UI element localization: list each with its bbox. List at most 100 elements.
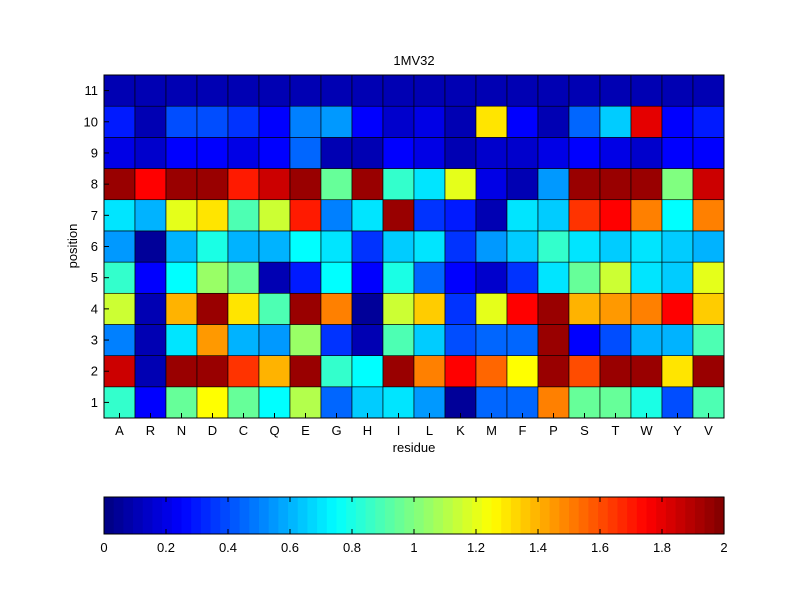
heatmap-cell: [630, 324, 663, 356]
heatmap-cell: [506, 386, 539, 419]
x-axis-label: residue: [393, 440, 436, 455]
heatmap-cell: [444, 168, 477, 201]
heatmap-cell: [351, 355, 384, 388]
colorbar-segment: [288, 497, 299, 534]
heatmap-cell: [599, 324, 632, 356]
colorbar-segment: [675, 497, 686, 534]
heatmap-cell: [351, 105, 384, 138]
heatmap-cell: [320, 386, 353, 419]
y-tick-label: 1: [91, 395, 98, 410]
heatmap-cell: [382, 74, 415, 107]
heatmap-cell: [630, 199, 663, 232]
heatmap-cell: [413, 105, 446, 138]
heatmap-cell: [258, 230, 291, 263]
heatmap-cell: [413, 292, 446, 325]
colorbar: [104, 497, 725, 534]
heatmap-cell: [444, 355, 477, 388]
heatmap-cell: [320, 230, 353, 263]
heatmap-cell: [227, 355, 260, 388]
heatmap-cell: [475, 261, 508, 294]
heatmap-cell: [165, 386, 198, 419]
heatmap-cell: [661, 324, 694, 356]
colorbar-segment: [578, 497, 589, 534]
heatmap-cell: [258, 105, 291, 138]
heatmap-cell: [692, 355, 725, 388]
heatmap-cell: [413, 230, 446, 263]
heatmap-cell: [382, 324, 415, 356]
y-tick-label: 6: [91, 239, 98, 254]
heatmap-cell: [413, 199, 446, 232]
heatmap-cell: [537, 105, 570, 138]
heatmap-cell: [661, 230, 694, 263]
heatmap-cell: [692, 324, 725, 356]
heatmap-cell: [165, 261, 198, 294]
heatmap-cell: [258, 261, 291, 294]
colorbar-segment: [113, 497, 124, 534]
y-tick-label: 8: [91, 177, 98, 192]
heatmap-cell: [475, 199, 508, 232]
heatmap-cell: [506, 137, 539, 169]
heatmap-cell: [475, 386, 508, 419]
heatmap-cell: [568, 74, 601, 107]
colorbar-segment: [617, 497, 628, 534]
heatmap-cell: [134, 105, 167, 138]
colorbar-segment: [346, 497, 357, 534]
heatmap-cell: [537, 261, 570, 294]
heatmap-cell: [382, 199, 415, 232]
colorbar-segment: [481, 497, 493, 534]
colorbar-ticks: 0 0.2 0.4 0.6 0.8 1 1.2 1.4 1.6 1.8 2: [100, 497, 728, 555]
colorbar-segment: [133, 497, 144, 534]
heatmap-cell: [134, 137, 167, 169]
colorbar-tick-label: 0.8: [343, 540, 361, 555]
x-tick-label: D: [208, 423, 217, 438]
heatmap-cell: [289, 355, 322, 388]
colorbar-segment: [297, 497, 309, 534]
heatmap-cell: [134, 261, 167, 294]
heatmap-cell: [692, 105, 725, 138]
heatmap-cell: [630, 230, 663, 263]
colorbar-segment: [598, 497, 609, 534]
heatmap-cell: [196, 324, 229, 356]
colorbar-tick-label: 1.6: [591, 540, 609, 555]
heatmap-cell: [599, 137, 632, 169]
heatmap-cell: [382, 137, 415, 169]
colorbar-tick-label: 1.4: [529, 540, 547, 555]
heatmap-cell: [196, 105, 229, 138]
colorbar-segment: [142, 497, 154, 534]
heatmap-cell: [165, 168, 198, 201]
heatmap-cell: [258, 137, 291, 169]
heatmap-cell: [537, 137, 570, 169]
colorbar-segment: [394, 497, 405, 534]
heatmap-cell: [320, 105, 353, 138]
colorbar-segment: [152, 497, 163, 534]
heatmap-cell: [506, 74, 539, 107]
heatmap-cell: [258, 324, 291, 356]
colorbar-segment: [317, 497, 328, 534]
colorbar-segment: [665, 497, 677, 534]
heatmap-cell: [444, 230, 477, 263]
colorbar-tick-label: 1: [410, 540, 417, 555]
heatmap-cell: [568, 324, 601, 356]
colorbar-segment: [191, 497, 202, 534]
colorbar-segment: [569, 497, 580, 534]
colorbar-segment: [181, 497, 192, 534]
heatmap-cell: [568, 230, 601, 263]
heatmap-cell: [196, 292, 229, 325]
colorbar-segment: [472, 497, 483, 534]
heatmap-cell: [599, 386, 632, 419]
plot-frame: [103, 74, 725, 419]
heatmap-cells: [103, 74, 725, 419]
heatmap-cell: [661, 355, 694, 388]
heatmap-cell: [165, 137, 198, 169]
heatmap-cell: [258, 199, 291, 232]
x-tick-label: L: [426, 423, 433, 438]
heatmap-cell: [413, 261, 446, 294]
heatmap-cell: [289, 261, 322, 294]
x-tick-label: P: [549, 423, 558, 438]
colorbar-segment: [404, 497, 415, 534]
colorbar-segment: [510, 497, 522, 534]
y-tick-label: 10: [84, 114, 98, 129]
colorbar-segment: [539, 497, 551, 534]
heatmap-cell: [382, 105, 415, 138]
